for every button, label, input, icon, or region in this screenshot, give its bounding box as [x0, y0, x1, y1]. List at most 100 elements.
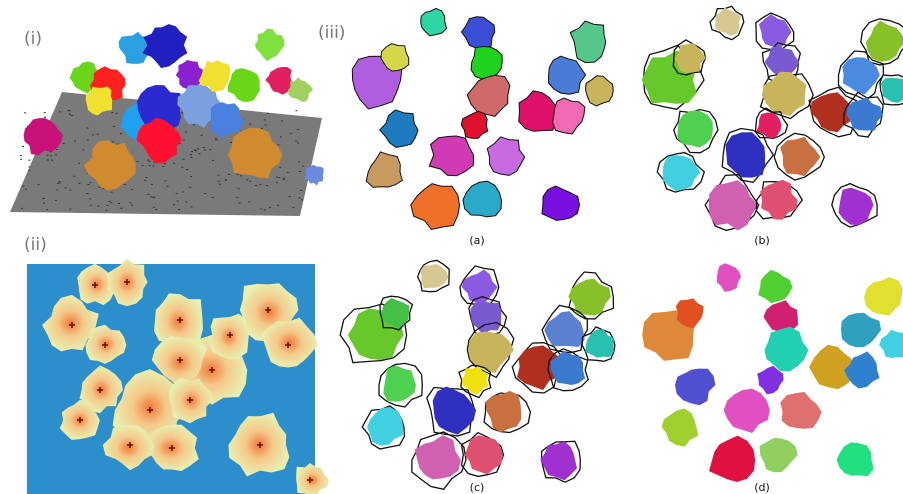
- ground-point: [121, 208, 123, 209]
- ground-point: [109, 201, 111, 202]
- ground-point: [255, 185, 257, 186]
- tree-segment: [570, 21, 605, 63]
- tree-segment: [553, 98, 585, 134]
- ground-point: [212, 160, 214, 161]
- ground-point: [297, 129, 299, 130]
- tree-segment: [468, 332, 514, 374]
- ground-point: [69, 114, 71, 115]
- ground-point: [190, 154, 192, 155]
- ground-point: [215, 138, 217, 139]
- tree-points: [228, 68, 260, 102]
- ground-point: [230, 142, 232, 143]
- ground-point: [50, 155, 52, 156]
- figure: (i) (ii) (iii) (a) (b) (c) (d): [0, 0, 903, 494]
- heatmap-panel: [27, 259, 329, 494]
- ground-point: [297, 142, 299, 143]
- ground-point: [82, 149, 84, 150]
- ground-point: [69, 209, 71, 210]
- tree-segment: [420, 264, 448, 288]
- ground-point: [209, 149, 211, 150]
- ground-point: [189, 187, 191, 188]
- ground-point: [190, 176, 192, 177]
- tree-segment: [462, 17, 495, 49]
- ground-point: [22, 186, 24, 187]
- tree-segment: [764, 300, 799, 333]
- ground-point: [105, 210, 107, 211]
- ground-point: [193, 124, 195, 125]
- tree-segment: [463, 181, 502, 217]
- tree-segment: [471, 47, 502, 80]
- ground-point: [280, 136, 282, 137]
- ground-point: [278, 177, 280, 178]
- tree-segment: [467, 75, 510, 116]
- ground-point: [97, 206, 99, 207]
- ground-point: [204, 193, 206, 194]
- ground-point: [264, 119, 266, 120]
- ground-point: [246, 179, 248, 180]
- ground-point: [111, 112, 113, 113]
- ground-point: [46, 209, 48, 210]
- ground-point: [149, 161, 151, 162]
- segmentation-map: [352, 8, 613, 229]
- ground-point: [219, 184, 221, 185]
- ground-point: [78, 183, 80, 184]
- ground-point: [144, 180, 146, 181]
- ground-point: [51, 160, 53, 161]
- ground-point: [59, 111, 61, 112]
- ground-point: [236, 197, 238, 198]
- ground-point: [21, 208, 23, 209]
- ground-point: [295, 110, 297, 111]
- tree-segment: [540, 441, 577, 480]
- tree-segment: [549, 56, 586, 94]
- tree-segment: [881, 78, 903, 103]
- tree-segment: [461, 111, 487, 138]
- segmentation-map: [642, 263, 903, 482]
- ground-point: [29, 170, 31, 171]
- tree-segment: [415, 435, 461, 479]
- ground-point: [25, 189, 27, 190]
- ground-point: [154, 197, 156, 198]
- ground-point: [147, 160, 149, 161]
- ground-point: [260, 208, 262, 209]
- ground-point: [166, 186, 168, 187]
- ground-point: [151, 184, 153, 185]
- ground-point: [266, 185, 268, 186]
- tree-points: [288, 77, 313, 101]
- ground-point: [186, 169, 188, 170]
- tree-segment: [758, 270, 792, 303]
- ground-point: [110, 202, 112, 203]
- ground-point: [283, 179, 285, 180]
- ground-point: [86, 128, 88, 129]
- ground-point: [182, 191, 184, 192]
- segmentation-map: [642, 6, 903, 230]
- tree-segment: [380, 110, 418, 147]
- panel-label: (i): [24, 29, 42, 49]
- ground-point: [237, 174, 239, 175]
- tree-segment: [864, 277, 903, 316]
- ground-point: [261, 128, 263, 129]
- ground-point: [298, 161, 300, 162]
- ground-point: [228, 174, 230, 175]
- ground-point: [90, 182, 92, 183]
- ground-point: [173, 163, 175, 164]
- tree-segment: [879, 330, 903, 358]
- ground-point: [177, 201, 179, 202]
- ground-point: [20, 155, 22, 156]
- ground-point: [183, 159, 185, 160]
- tree-segment: [586, 76, 614, 106]
- panel-label: (iii): [318, 23, 345, 43]
- ground-point: [276, 177, 278, 178]
- ground-point: [164, 163, 166, 164]
- tree-segment: [465, 435, 503, 474]
- tree-segment: [383, 365, 416, 402]
- ground-point: [181, 112, 183, 113]
- tree-segment: [677, 111, 713, 148]
- tree-segment: [709, 436, 755, 482]
- ground-point: [130, 202, 132, 203]
- ground-point: [239, 202, 241, 203]
- tree-segment: [366, 152, 402, 187]
- tree-segment: [866, 21, 903, 62]
- ground-point: [89, 198, 91, 199]
- ground-point: [265, 125, 267, 126]
- ground-point: [155, 209, 157, 210]
